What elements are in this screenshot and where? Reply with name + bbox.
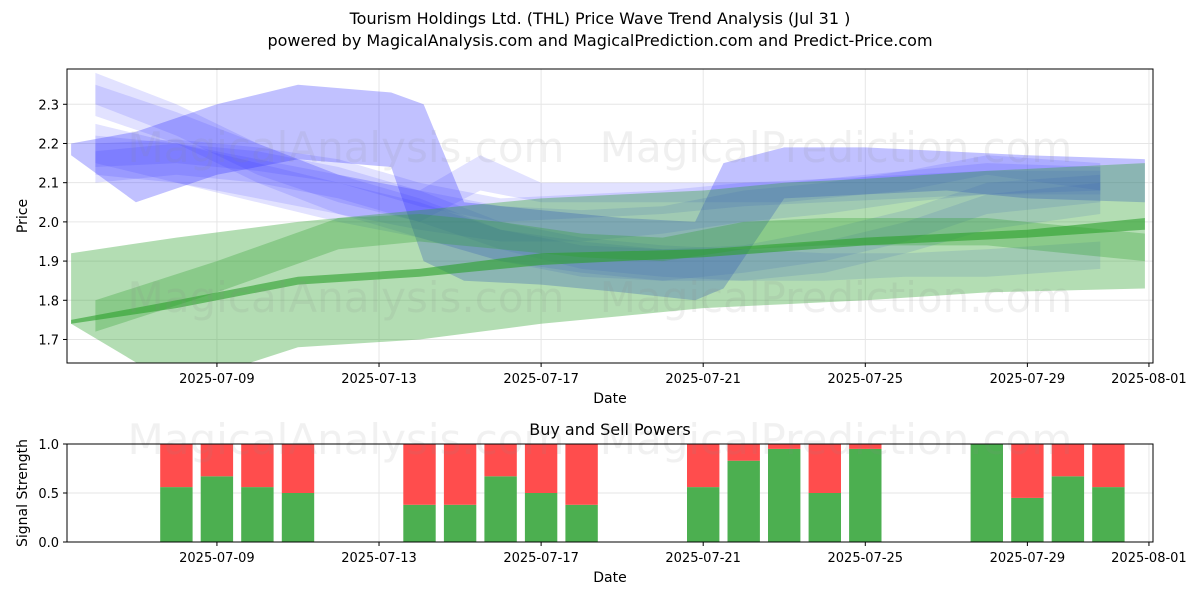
buy-power-bar [200, 476, 234, 542]
powers-x-tick-label: 2025-07-29 [990, 551, 1066, 566]
blue-wave-band-1 [71, 84, 1145, 301]
sell-power-bar [524, 444, 558, 493]
price-axes: 2025-07-09 2025-07-13 2025-07-17 2025-07-21… [38, 98, 1186, 387]
buy-power-bar [1011, 497, 1044, 542]
watermark-text: MagicalPrediction.com [600, 273, 1073, 322]
watermark-text: MagicalAnalysis.com [128, 415, 565, 464]
price-y-tick-label: 2.2 [38, 137, 59, 152]
sell-power-bar [484, 444, 517, 477]
watermark-text: MagicalPrediction.com [600, 123, 1073, 172]
sell-power-bar [565, 444, 598, 505]
buy-power-bar [808, 493, 841, 542]
powers-axes: 2025-07-09 2025-07-13 2025-07-17 2025-07-21… [38, 438, 1186, 566]
watermark-text: MagicalAnalysis.com [128, 273, 565, 322]
buy-power-bar [443, 504, 477, 542]
price-watermarks: MagicalAnalysis.com MagicalPrediction.com… [128, 123, 1073, 322]
buy-power-bar [970, 444, 1003, 542]
sell-power-bar [281, 444, 315, 493]
green-wave-band-8 [71, 163, 1145, 363]
green-wave-band-10 [71, 218, 1145, 324]
price-y-tick-label: 1.8 [38, 294, 59, 309]
price-x-tick-label: 2025-08-01 [1111, 372, 1187, 387]
buy-power-bar [160, 487, 193, 542]
price-x-axis-label: Date [593, 391, 626, 407]
buy-power-bar [1051, 476, 1085, 542]
powers-x-tick-label: 2025-07-17 [503, 551, 579, 566]
powers-y-tick-label: 0.5 [38, 487, 59, 502]
blue-wave-band-6 [95, 143, 1101, 281]
buy-power-bar [281, 493, 315, 542]
blue-wave-band-2 [95, 72, 1101, 222]
watermark-text: MagicalPrediction.com [600, 415, 1073, 464]
powers-x-tick-label: 2025-08-01 [1111, 551, 1187, 566]
price-x-tick-label: 2025-07-21 [665, 372, 741, 387]
chart-subtitle: powered by MagicalAnalysis.com and Magic… [267, 31, 933, 50]
buy-power-bar [241, 487, 274, 542]
price-y-tick-label: 2.0 [38, 216, 59, 231]
price-y-tick-label: 2.1 [38, 177, 59, 192]
sell-power-bar [1011, 444, 1044, 498]
price-axes-frame [66, 68, 1154, 364]
buy-power-bar [768, 448, 801, 542]
price-y-tick-label: 1.7 [38, 333, 59, 348]
blue-wave-band-3 [95, 84, 1101, 281]
powers-x-tick-label: 2025-07-21 [665, 551, 741, 566]
price-x-tick-label: 2025-07-17 [503, 372, 579, 387]
price-x-tick-label: 2025-07-09 [179, 372, 255, 387]
powers-x-tick-label: 2025-07-25 [828, 551, 904, 566]
price-y-tick-label: 1.9 [38, 255, 59, 270]
buy-power-bar [849, 448, 882, 542]
sell-power-bar [768, 444, 801, 449]
buy-power-bar [1092, 487, 1125, 542]
powers-x-axis-label: Date [593, 570, 626, 586]
price-x-tick-label: 2025-07-13 [341, 372, 417, 387]
buy-power-bar [565, 504, 598, 542]
blue-wave-band-7 [95, 139, 1101, 222]
powers-x-tick-label: 2025-07-13 [341, 551, 417, 566]
buy-power-bar [687, 487, 720, 542]
buy-power-bar [524, 493, 558, 542]
price-x-tick-label: 2025-07-25 [828, 372, 904, 387]
sell-power-bar [160, 444, 193, 488]
powers-plot-area [160, 444, 1125, 542]
sell-power-bar [200, 444, 234, 477]
chart-title: Tourism Holdings Ltd. (THL) Price Wave T… [349, 9, 851, 28]
powers-y-axis-label: Signal Strength [15, 439, 31, 547]
powers-x-tick-label: 2025-07-09 [179, 551, 255, 566]
powers-watermarks: MagicalAnalysis.com MagicalPrediction.com [128, 415, 1073, 464]
price-y-axis-label: Price [15, 199, 31, 233]
sell-power-bar [849, 444, 882, 449]
watermark-text: MagicalAnalysis.com [128, 123, 565, 172]
sell-power-bar [808, 444, 841, 493]
sell-power-bar [1051, 444, 1085, 477]
sell-power-bar [241, 444, 274, 488]
price-x-tick-label: 2025-07-29 [990, 372, 1066, 387]
sell-power-bar [1092, 444, 1125, 488]
sell-power-bar [443, 444, 477, 505]
sell-power-bar [403, 444, 436, 505]
price-y-tick-label: 2.3 [38, 98, 59, 113]
buy-power-bar [727, 460, 760, 542]
buy-power-bar [484, 476, 517, 542]
sell-power-bar [687, 444, 720, 488]
powers-y-tick-label: 1.0 [38, 438, 59, 453]
price-plot-area [71, 72, 1145, 363]
buy-power-bar [403, 504, 436, 542]
blue-wave-band-5 [95, 135, 1101, 242]
powers-chart-title: Buy and Sell Powers [529, 420, 691, 439]
powers-y-tick-label: 0.0 [38, 536, 59, 551]
sell-power-bar [727, 444, 760, 461]
